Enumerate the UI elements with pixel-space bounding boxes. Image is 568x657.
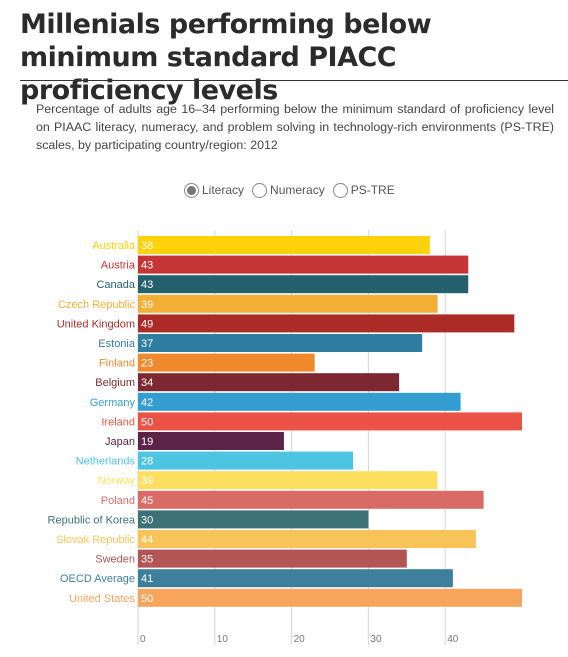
ps-tre-label: PS-TRE — [350, 183, 395, 197]
bar-value-label: 19 — [141, 436, 153, 448]
bar-value-label: 50 — [141, 593, 153, 605]
title-divider — [20, 80, 568, 81]
bar-value-label: 37 — [141, 338, 153, 350]
x-tick-label: 30 — [370, 634, 382, 645]
bar[interactable] — [138, 412, 522, 431]
bar[interactable] — [138, 471, 438, 490]
bar-value-label: 42 — [141, 397, 153, 409]
literacy-label: Literacy — [202, 183, 245, 197]
bar[interactable] — [138, 275, 469, 294]
bar-value-label: 35 — [141, 554, 153, 566]
bar[interactable] — [138, 451, 354, 470]
category-label: Netherlands — [76, 456, 136, 468]
x-tick-label: 40 — [447, 634, 459, 645]
radio-circle-icon — [332, 182, 348, 198]
category-label: Belgium — [95, 377, 135, 389]
category-label: Ireland — [101, 416, 135, 428]
category-label: Norway — [98, 475, 136, 487]
bar[interactable] — [138, 334, 423, 352]
bar-value-label: 23 — [141, 358, 153, 370]
x-tick-label: 10 — [217, 634, 229, 645]
bar[interactable] — [138, 432, 284, 450]
category-label: Finland — [99, 358, 135, 370]
bar[interactable] — [138, 588, 522, 607]
bar[interactable] — [138, 294, 438, 313]
category-label: OECD Average — [60, 573, 135, 585]
bar[interactable] — [138, 490, 484, 509]
category-label: Canada — [96, 279, 135, 291]
radio-circle-icon — [184, 182, 199, 198]
bar-value-label: 30 — [141, 514, 153, 526]
x-tick-label: 20 — [294, 634, 306, 645]
chart-subtitle: Percentage of adults age 16–34 performin… — [36, 102, 554, 152]
bar[interactable] — [138, 353, 315, 372]
page-title: Millenials performing below minimum stan… — [20, 9, 432, 106]
category-label: Slovak Republic — [56, 534, 135, 546]
x-tick-label: 0 — [140, 634, 146, 645]
category-label: United Kingdom — [57, 318, 135, 330]
bar[interactable] — [138, 530, 476, 548]
bar-value-label: 28 — [141, 456, 153, 468]
bar[interactable] — [138, 549, 407, 568]
bar-value-label: 43 — [141, 260, 153, 272]
bar-value-label: 39 — [141, 475, 153, 487]
radio-circle-icon — [252, 182, 268, 198]
category-label: Czech Republic — [58, 299, 136, 311]
literacy-radio[interactable]: Literacy — [184, 182, 245, 198]
category-label: Germany — [90, 397, 136, 409]
bar-value-label: 45 — [141, 495, 153, 507]
category-label: Sweden — [95, 554, 135, 566]
bar[interactable] — [138, 392, 461, 411]
bar[interactable] — [138, 510, 369, 529]
bar-value-label: 34 — [141, 377, 153, 389]
category-label: Republic of Korea — [48, 514, 136, 526]
bar-value-label: 44 — [141, 534, 153, 546]
category-label: United States — [69, 593, 136, 605]
scale-selector: Literacy Numeracy PS-TRE — [184, 180, 403, 200]
ps-tre-radio[interactable]: PS-TRE — [332, 182, 395, 198]
bar-value-label: 43 — [141, 279, 153, 291]
category-label: Australia — [92, 240, 136, 252]
numeracy-label: Numeracy — [270, 183, 325, 197]
bar-value-label: 39 — [141, 299, 153, 311]
numeracy-radio[interactable]: Numeracy — [252, 182, 325, 198]
bar[interactable] — [138, 314, 515, 333]
category-label: Estonia — [98, 338, 136, 350]
bar-value-label: 50 — [141, 416, 153, 428]
category-label: Poland — [101, 495, 135, 507]
category-label: Austria — [101, 260, 136, 272]
bar-value-label: 41 — [141, 573, 153, 585]
bar[interactable] — [138, 236, 430, 254]
bar-value-label: 38 — [141, 240, 153, 252]
bar[interactable] — [138, 373, 400, 392]
category-label: Japan — [105, 436, 135, 448]
bar[interactable] — [138, 255, 469, 274]
bar-value-label: 49 — [141, 318, 153, 330]
bar[interactable] — [138, 569, 453, 588]
